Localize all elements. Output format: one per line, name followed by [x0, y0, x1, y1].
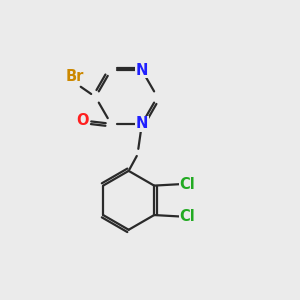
- Text: Cl: Cl: [179, 209, 195, 224]
- Text: Br: Br: [66, 69, 84, 84]
- Text: N: N: [136, 116, 148, 131]
- Text: O: O: [76, 113, 89, 128]
- Text: N: N: [136, 63, 148, 78]
- Text: Cl: Cl: [179, 177, 195, 192]
